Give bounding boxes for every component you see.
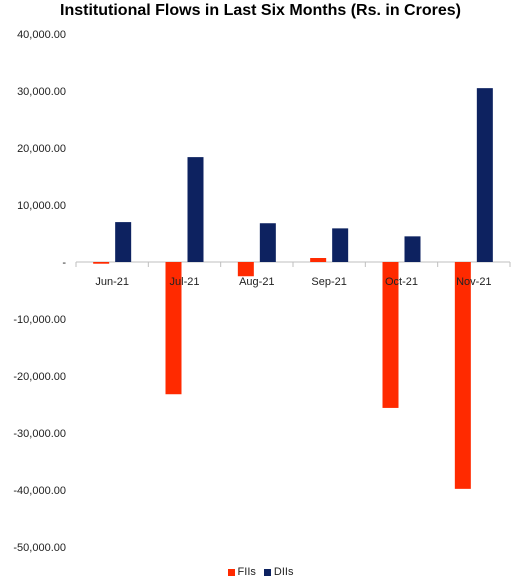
bar-fiis-jul-21 <box>165 262 182 395</box>
bar-diis-nov-21 <box>476 88 493 263</box>
y-tick-label: -20,000.00 <box>13 371 66 383</box>
bar-fiis-jun-21 <box>93 262 110 264</box>
y-tick-label: 40,000.00 <box>17 29 66 41</box>
bar-diis-jun-21 <box>115 222 132 262</box>
x-category-label: Jul-21 <box>170 276 200 288</box>
y-tick-label: - <box>62 257 66 269</box>
y-tick-label: 20,000.00 <box>17 143 66 155</box>
legend-swatch-fiis <box>227 568 235 576</box>
bar-diis-oct-21 <box>404 236 421 262</box>
y-axis-tick-labels: 40,000.00 30,000.00 20,000.00 10,000.00 - -10… <box>13 29 66 554</box>
y-tick-label: -50,000.00 <box>13 542 66 554</box>
legend: FIIs DIIs <box>0 566 521 578</box>
x-category-label: Oct-21 <box>385 276 418 288</box>
legend-swatch-diis <box>263 568 271 576</box>
y-tick-label: 10,000.00 <box>17 200 66 212</box>
x-axis-category-labels: Jun-21 Jul-21 Aug-21 Sep-21 Oct-21 Nov-21 <box>95 276 491 288</box>
bar-fiis-nov-21 <box>454 262 471 489</box>
legend-label-fiis: FIIs <box>237 566 256 578</box>
bar-fiis-oct-21 <box>382 262 399 408</box>
y-tick-label: -40,000.00 <box>13 485 66 497</box>
y-tick-label: -10,000.00 <box>13 314 66 326</box>
bar-fiis-aug-21 <box>237 262 254 277</box>
bar-fiis-sep-21 <box>310 258 327 262</box>
axis-lines <box>75 261 511 267</box>
bar-diis-sep-21 <box>332 228 349 262</box>
x-category-label: Jun-21 <box>95 276 129 288</box>
x-category-label: Aug-21 <box>239 276 274 288</box>
bar-diis-aug-21 <box>259 223 276 262</box>
y-tick-label: -30,000.00 <box>13 428 66 440</box>
legend-item-diis: DIIs <box>263 566 294 578</box>
y-tick-label: 30,000.00 <box>17 86 66 98</box>
x-category-label: Sep-21 <box>311 276 346 288</box>
legend-item-fiis: FIIs <box>227 566 256 578</box>
bars <box>93 88 493 489</box>
legend-label-diis: DIIs <box>273 566 294 578</box>
x-category-label: Nov-21 <box>456 276 491 288</box>
chart-title: Institutional Flows in Last Six Months (… <box>60 2 461 19</box>
bar-diis-jul-21 <box>187 157 204 262</box>
